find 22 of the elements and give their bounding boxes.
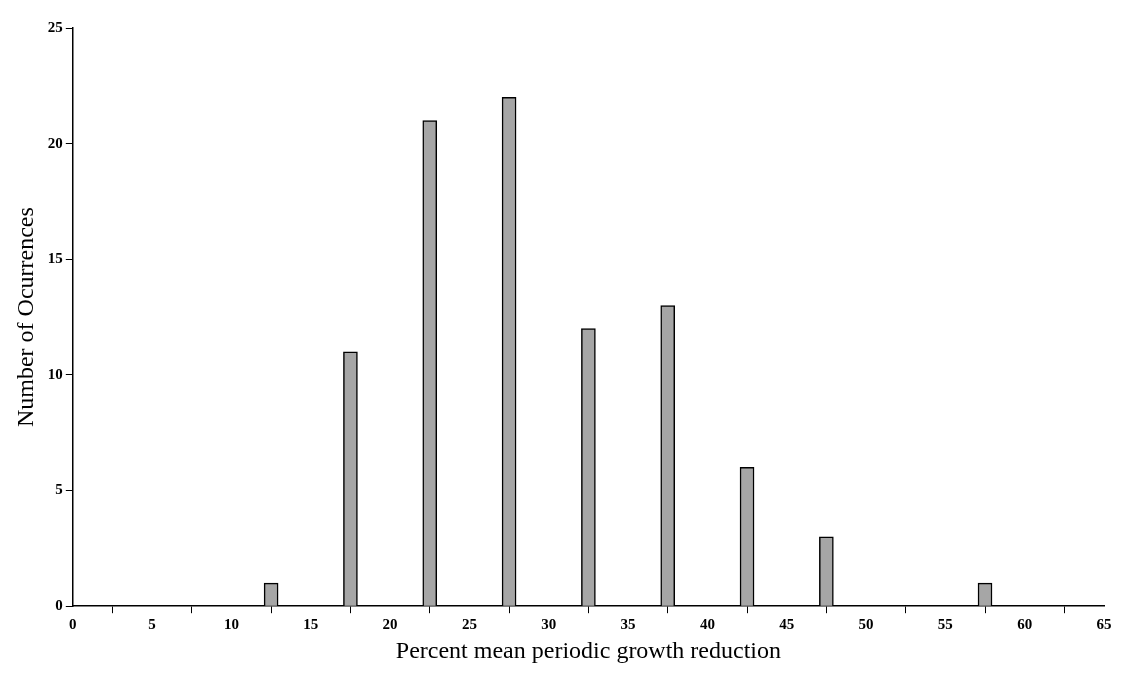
y-tick-label: 20 bbox=[47, 134, 63, 151]
x-tick-label: 15 bbox=[303, 616, 319, 633]
x-tick-label: 20 bbox=[382, 616, 398, 633]
y-tick-label: 15 bbox=[47, 250, 63, 267]
y-axis-title: Number of Ocurrences bbox=[11, 207, 38, 428]
x-tick-label: 35 bbox=[620, 616, 636, 633]
x-tick-label: 40 bbox=[699, 616, 715, 633]
x-tick-label: 50 bbox=[858, 616, 874, 633]
x-tick-label: 5 bbox=[148, 616, 156, 633]
x-tick-label: 45 bbox=[779, 616, 795, 633]
x-tick-label: 10 bbox=[223, 616, 239, 633]
x-axis-title: Percent mean periodic growth reduction bbox=[395, 636, 781, 663]
x-tick-label: 65 bbox=[1096, 616, 1112, 633]
x-tick-label: 0 bbox=[69, 616, 77, 633]
x-tick-label: 55 bbox=[937, 616, 953, 633]
x-tick-label: 25 bbox=[461, 616, 477, 633]
y-tick-label: 5 bbox=[55, 481, 63, 498]
y-tick-label: 25 bbox=[47, 18, 63, 35]
y-tick-label: 10 bbox=[47, 365, 63, 382]
x-tick-label: 60 bbox=[1017, 616, 1033, 633]
x-tick-label: 30 bbox=[541, 616, 557, 633]
y-tick-label: 0 bbox=[55, 597, 63, 614]
